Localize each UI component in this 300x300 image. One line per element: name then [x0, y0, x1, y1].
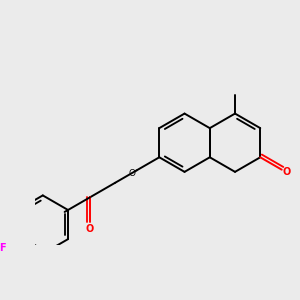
- Text: F: F: [0, 243, 6, 253]
- Text: O: O: [282, 167, 290, 177]
- Text: O: O: [128, 169, 136, 178]
- Text: O: O: [86, 224, 94, 234]
